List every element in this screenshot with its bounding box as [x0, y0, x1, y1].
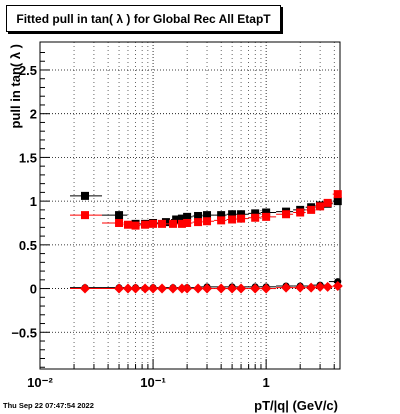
data-point-diamond: [130, 283, 141, 294]
y-tick-label: 1.5: [19, 150, 37, 165]
y-tick-label: 0.5: [19, 238, 37, 253]
data-point-square: [115, 211, 124, 220]
axis-ticks: [39, 51, 335, 369]
data-point-diamond: [315, 281, 326, 292]
chart-title: Fitted pull in tan( λ ) for Global Rec A…: [16, 12, 271, 26]
data-point-square: [177, 219, 186, 228]
data-point-diamond: [176, 283, 187, 294]
data-point-diamond: [182, 283, 193, 294]
data-point-square: [251, 213, 260, 222]
y-axis-title: pull in tan( λ ): [8, 44, 23, 129]
data-point-square: [217, 216, 226, 225]
data-point-diamond: [281, 282, 292, 293]
data-point-square: [168, 219, 177, 228]
data-point-square: [296, 208, 305, 217]
data-point-square: [158, 219, 167, 228]
data-point-diamond: [202, 283, 213, 294]
data-point-square: [307, 205, 316, 214]
data-points: [69, 190, 343, 294]
data-point-square: [316, 202, 325, 211]
data-point-square: [183, 218, 192, 227]
data-point-diamond: [79, 283, 90, 294]
data-point-square: [80, 211, 89, 220]
data-point-square: [194, 218, 203, 227]
data-point-square: [123, 220, 132, 229]
data-point-diamond: [193, 283, 204, 294]
chart-title-box: Fitted pull in tan( λ ) for Global Rec A…: [6, 5, 281, 32]
data-point-diamond: [236, 283, 247, 294]
data-point-square: [262, 208, 271, 217]
data-point-diamond: [332, 280, 343, 291]
data-point-square: [333, 190, 342, 199]
timestamp: Thu Sep 22 07:47:54 2022: [3, 401, 94, 410]
data-point-square: [333, 197, 342, 206]
data-point-square: [262, 212, 271, 221]
data-point-square: [183, 212, 192, 221]
data-point-square: [172, 215, 181, 224]
data-point-square: [149, 219, 158, 228]
data-point-square: [203, 217, 212, 226]
x-axis-title: pT/|q| (GeV/c): [254, 398, 338, 413]
y-tick-label: −0.5: [11, 325, 37, 340]
data-point-diamond: [114, 283, 125, 294]
data-point-square: [177, 214, 186, 223]
data-point-diamond: [322, 281, 333, 292]
x-tick-label: 1: [263, 375, 270, 390]
y-tick-label: 2: [30, 107, 37, 122]
data-point-diamond: [216, 283, 227, 294]
data-point-square: [131, 221, 140, 230]
data-point-square: [282, 210, 291, 219]
data-point-square: [323, 198, 332, 207]
y-tick-label: 0: [30, 282, 37, 297]
data-point-square: [80, 191, 89, 200]
data-point-diamond: [227, 283, 238, 294]
data-point-diamond: [261, 283, 272, 294]
plot-frame: [39, 41, 341, 370]
data-point-square: [217, 211, 226, 220]
data-point-diamond: [157, 283, 168, 294]
data-point-diamond: [167, 283, 178, 294]
data-point-diamond: [148, 283, 159, 294]
tick-labels: 10⁻² 10⁻¹ 1 −0.5 0 0.5 1 1.5 2 2.5: [11, 63, 269, 390]
data-point-diamond: [250, 283, 261, 294]
data-point-diamond: [306, 282, 317, 293]
grid-lines: [39, 42, 340, 369]
data-point-square: [251, 209, 260, 218]
x-tick-label: 10⁻²: [27, 375, 53, 390]
data-point-square: [194, 211, 203, 220]
data-point-square: [237, 214, 246, 223]
data-point-diamond: [295, 282, 306, 293]
data-point-square: [115, 218, 124, 227]
data-point-diamond: [140, 283, 151, 294]
x-tick-label: 10⁻¹: [140, 375, 166, 390]
data-point-square: [228, 210, 237, 219]
data-point-square: [141, 220, 150, 229]
data-point-diamond: [122, 283, 133, 294]
y-tick-label: 2.5: [19, 63, 37, 78]
data-point-square: [228, 215, 237, 224]
data-point-square: [237, 210, 246, 219]
y-tick-label: 1: [30, 194, 37, 209]
data-point-square: [203, 211, 212, 220]
